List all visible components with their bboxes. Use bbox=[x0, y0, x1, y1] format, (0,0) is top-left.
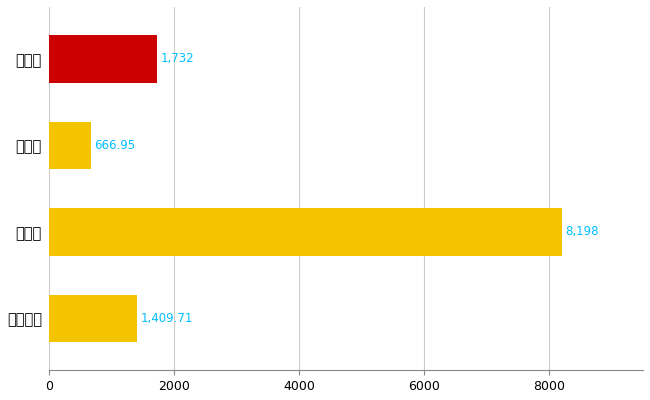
Text: 666.95: 666.95 bbox=[94, 139, 135, 152]
Bar bbox=[49, 35, 157, 83]
Bar bbox=[49, 295, 137, 342]
Text: 1,409.71: 1,409.71 bbox=[141, 312, 193, 325]
Bar bbox=[49, 122, 90, 169]
Text: 8,198: 8,198 bbox=[566, 225, 599, 238]
Text: 1,732: 1,732 bbox=[161, 52, 194, 65]
Bar bbox=[49, 208, 562, 256]
